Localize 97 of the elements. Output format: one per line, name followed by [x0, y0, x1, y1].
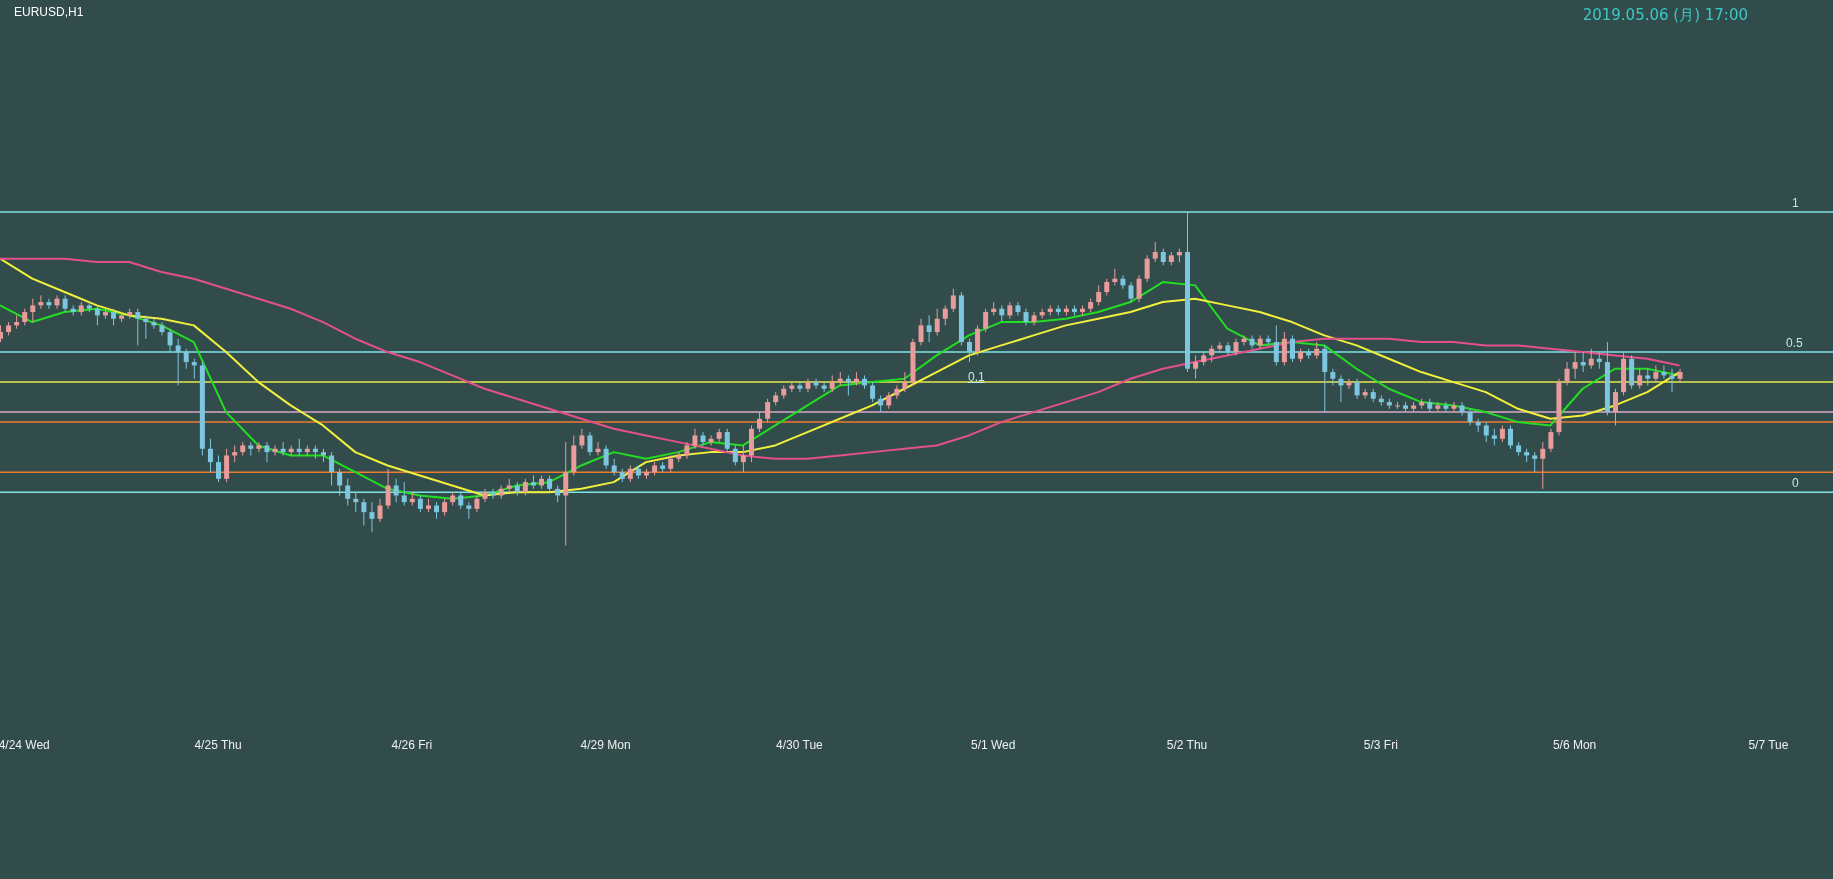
candlestick [1289, 334, 1295, 363]
candlestick [740, 444, 746, 473]
candlestick [207, 438, 213, 473]
candlestick [167, 328, 173, 353]
candlestick [902, 371, 908, 393]
x-tick-label: 5/7 Tue [1748, 738, 1789, 753]
candlestick [1508, 424, 1513, 450]
candlestick [579, 428, 585, 450]
annotation: 0.5 [1786, 336, 1803, 350]
candlestick [724, 428, 730, 453]
candlestick [256, 441, 262, 453]
candlestick [1612, 388, 1618, 426]
candlestick [926, 314, 932, 343]
candlestick [1677, 368, 1683, 383]
candlestick [1548, 428, 1554, 453]
candlestick [94, 304, 100, 326]
candlestick [757, 411, 763, 433]
candlestick [54, 294, 60, 310]
candlestick [345, 478, 351, 506]
candlestick [1572, 351, 1578, 380]
candlestick [1532, 451, 1538, 473]
candlestick [393, 478, 399, 503]
candlestick [1540, 441, 1546, 490]
candlestick [1653, 364, 1659, 383]
candlestick [159, 321, 165, 336]
x-tick-label: 5/3 Fri [1363, 738, 1398, 753]
candlestick [401, 481, 407, 506]
candlestick [700, 431, 706, 446]
candlestick [797, 381, 803, 393]
candlestick [1273, 324, 1279, 366]
candlestick [934, 308, 940, 336]
candlestick [942, 304, 948, 326]
x-tick-label: 4/29 Mon [580, 738, 631, 753]
candlestick [1459, 401, 1465, 416]
candlestick [1281, 331, 1287, 366]
candlestick [966, 338, 972, 363]
candlestick [805, 378, 811, 393]
candlestick [587, 431, 593, 456]
candlestick [1443, 401, 1449, 413]
candlestick [918, 318, 924, 346]
candlestick [1015, 301, 1021, 316]
candlestick [1669, 368, 1675, 393]
candlestick [361, 498, 367, 526]
candlestick [1330, 368, 1336, 386]
candlestick [1338, 374, 1344, 403]
candlestick [1136, 274, 1142, 303]
candlestick [1588, 348, 1594, 370]
candlestick [732, 444, 738, 466]
candlestick [821, 381, 827, 393]
candlestick [1483, 421, 1489, 443]
candlestick [975, 324, 981, 356]
candlestick [1031, 311, 1037, 326]
candlestick [870, 381, 876, 403]
candlestick [1128, 281, 1134, 303]
x-tick-label: 4/25 Thu [194, 738, 242, 753]
candlestick [337, 468, 343, 496]
candlestick [329, 451, 335, 486]
x-tick-label: 4/30 Tue [776, 738, 824, 753]
candlestick [1152, 241, 1158, 263]
candlestick [183, 348, 189, 370]
candlestick [30, 298, 36, 323]
x-tick-label: 5/2 Thu [1166, 738, 1208, 753]
candlestick [498, 484, 504, 500]
candlestick [1144, 254, 1150, 283]
candlestick [135, 308, 141, 346]
candlestick [950, 288, 956, 313]
candlestick [482, 488, 488, 503]
candlestick [369, 501, 375, 533]
annotation: 0.1 [968, 370, 985, 384]
candlestick [1451, 401, 1457, 413]
candlestick [563, 441, 569, 546]
candlestick [385, 468, 391, 510]
candlestick [264, 441, 270, 463]
candlestick [216, 454, 222, 483]
candlestick [1225, 341, 1231, 356]
annotation: 0 [1792, 476, 1799, 490]
candlestick [175, 338, 181, 386]
candlestick [692, 428, 698, 450]
candlestick [983, 308, 989, 333]
candlestick [603, 444, 609, 470]
candlestick [765, 398, 771, 423]
candlestick [1637, 368, 1643, 390]
candlestick [377, 498, 383, 523]
candlestick [1120, 274, 1126, 290]
x-tick-label: 5/6 Mon [1552, 738, 1597, 753]
candlestick [1249, 334, 1255, 350]
candlestick [224, 448, 230, 483]
candlestick [1193, 354, 1199, 380]
x-tick-label: 5/1 Wed [970, 738, 1016, 753]
candlestick [1564, 361, 1570, 386]
text: 1 [1792, 196, 1799, 210]
x-tick-label: 4/26 Fri [391, 738, 433, 753]
candlestick [1354, 378, 1360, 400]
chart-title: EURUSD,H1 [14, 5, 84, 19]
text: 2019.05.06 (月) 17:00 [1582, 6, 1748, 25]
candlestick [1322, 344, 1328, 413]
candlestick [1096, 284, 1102, 306]
